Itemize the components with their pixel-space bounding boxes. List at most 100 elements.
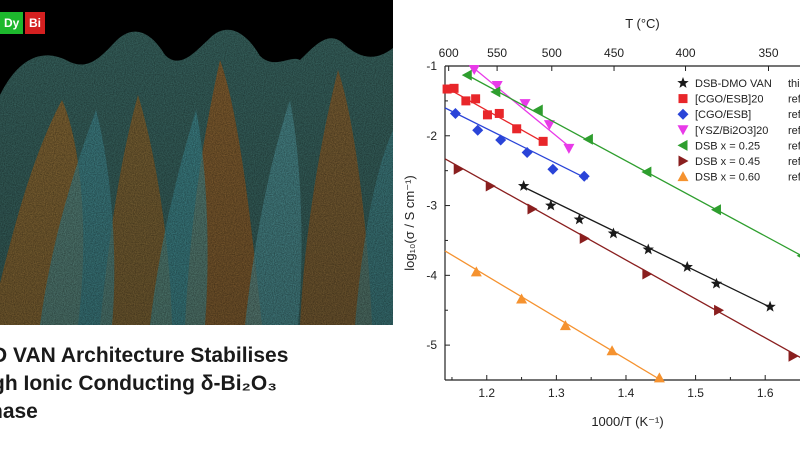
legend-label-2: [CGO/ESB] <box>695 109 751 121</box>
data-point-series-6 <box>653 372 665 383</box>
legend-badge-dy: Dy <box>0 12 24 34</box>
data-point-series-4 <box>532 104 543 116</box>
legend-marker-5 <box>678 155 689 167</box>
y-tick-label: -2 <box>426 129 437 143</box>
top-tick-label: 500 <box>542 46 562 60</box>
data-point-series-6 <box>470 266 482 277</box>
data-point-series-0 <box>545 199 557 211</box>
data-point-series-3 <box>543 120 555 131</box>
y-tick-label: -4 <box>426 268 437 282</box>
data-point-series-0 <box>681 260 693 272</box>
y-tick-label: -1 <box>426 59 437 73</box>
data-point-series-3 <box>468 64 480 75</box>
data-point-series-1 <box>482 110 492 120</box>
legend-note-0: this <box>788 78 800 90</box>
data-point-series-1 <box>461 96 471 106</box>
fit-line-4 <box>465 73 800 256</box>
x-axis-title: 1000/T (K⁻¹) <box>591 414 663 429</box>
conductivity-arrhenius-chart: -1 -2 -3 -4 -5 1.2 1.3 1.4 1.5 1.6 600 550 500 450 400… <box>402 16 800 429</box>
data-point-series-4 <box>710 204 721 216</box>
fit-line-6 <box>444 250 662 381</box>
x-tick-label: 1.3 <box>548 386 565 400</box>
legend-label-4: DSB x = 0.25 <box>695 140 760 152</box>
headline-line-1: D VAN Architecture Stabilises <box>0 344 289 367</box>
legend-note-6: ref <box>788 172 800 184</box>
legend-note-2: ref <box>788 109 800 121</box>
data-point-series-0 <box>764 300 776 312</box>
legend-marker-1 <box>678 94 688 104</box>
data-point-series-0 <box>607 227 620 239</box>
data-point-series-5 <box>527 203 538 215</box>
data-point-series-2 <box>449 107 461 119</box>
legend-marker-2 <box>677 108 689 120</box>
legend-marker-6 <box>677 171 689 182</box>
data-point-series-0 <box>710 277 723 289</box>
top-tick-label: 350 <box>758 46 778 60</box>
top-tick-label: 400 <box>676 46 696 60</box>
headline-line-2: gh Ionic Conducting δ-Bi₂O₃ <box>0 372 277 395</box>
top-tick-label: 600 <box>439 46 459 60</box>
data-point-series-1 <box>449 83 459 93</box>
legend-note-1: ref <box>788 94 800 106</box>
fit-line-0 <box>521 185 773 309</box>
y-axis-title: log₁₀(σ / S cm⁻¹) <box>402 175 417 270</box>
data-point-series-1 <box>538 136 548 146</box>
legend-note-3: ref <box>788 125 800 137</box>
legend-marker-0 <box>677 77 689 88</box>
y-tick-label: -5 <box>426 338 437 352</box>
data-point-series-4 <box>796 253 800 258</box>
legend-badge-bi: Bi <box>25 12 45 34</box>
data-point-series-6 <box>606 345 618 356</box>
data-point-series-0 <box>642 243 654 255</box>
data-point-series-3 <box>563 143 575 154</box>
data-point-series-3 <box>491 81 503 92</box>
data-point-series-3 <box>519 99 531 110</box>
data-point-series-5 <box>485 180 496 192</box>
data-point-series-5 <box>579 232 590 244</box>
data-point-series-4 <box>490 86 501 98</box>
x-tick-label: 1.6 <box>757 386 774 400</box>
legend-note-4: ref <box>788 140 800 152</box>
legend-label-3: [YSZ/Bi2O3]20 <box>695 125 768 137</box>
legend-label-6: DSB x = 0.60 <box>695 172 760 184</box>
legend-label-0: DSB-DMO VAN <box>695 78 772 90</box>
x-tick-label: 1.5 <box>687 386 704 400</box>
data-point-series-0 <box>517 180 530 191</box>
data-point-series-1 <box>471 94 481 104</box>
data-point-series-5 <box>453 163 464 175</box>
eds-element-map-image: Dy Bi <box>0 0 393 325</box>
data-point-series-2 <box>472 124 484 136</box>
data-point-series-4 <box>641 166 652 178</box>
fit-line-1 <box>444 86 545 144</box>
data-point-series-4 <box>461 69 472 81</box>
legend-marker-4 <box>677 139 688 151</box>
data-point-series-5 <box>714 304 725 316</box>
data-point-series-1 <box>494 108 504 118</box>
x-tick-label: 1.2 <box>478 386 495 400</box>
data-point-series-0 <box>573 213 586 225</box>
data-point-series-2 <box>578 170 590 182</box>
headline-line-3: hase <box>0 400 38 423</box>
legend-label-5: DSB x = 0.45 <box>695 156 760 168</box>
fit-line-5 <box>444 158 800 359</box>
data-point-series-1 <box>442 84 452 94</box>
top-tick-label: 550 <box>487 46 507 60</box>
legend-marker-3 <box>677 125 689 136</box>
data-point-series-2 <box>547 163 559 175</box>
data-point-series-1 <box>512 124 522 134</box>
data-point-series-5 <box>642 268 653 280</box>
top-axis-title: T (°C) <box>625 16 660 31</box>
data-point-series-5 <box>788 350 799 362</box>
fit-line-3 <box>472 66 570 147</box>
x-tick-label: 1.4 <box>618 386 635 400</box>
data-point-series-2 <box>521 147 533 159</box>
top-tick-label: 450 <box>604 46 624 60</box>
legend-label-1: [CGO/ESB]20 <box>695 94 763 106</box>
y-tick-label: -3 <box>426 199 437 213</box>
data-point-series-4 <box>582 133 593 145</box>
data-point-series-6 <box>516 293 528 304</box>
data-point-series-6 <box>559 320 571 331</box>
article-headline: D VAN Architecture Stabilises gh Ionic C… <box>0 342 395 426</box>
fit-line-2 <box>444 107 588 180</box>
data-point-series-2 <box>495 134 507 146</box>
